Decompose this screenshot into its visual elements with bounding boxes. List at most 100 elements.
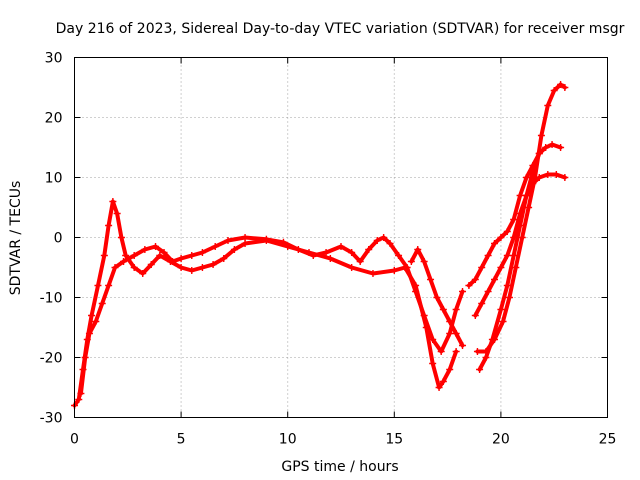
data-point	[198, 264, 206, 271]
tick-layer: 0 5 10 15 20 25 -30 -20 -10 0 10 20 30	[40, 51, 617, 448]
data-layer	[71, 81, 569, 409]
data-point	[561, 84, 569, 91]
data-series	[476, 150, 543, 373]
data-point	[156, 252, 164, 259]
data-point	[510, 252, 518, 259]
data-point	[395, 252, 403, 259]
x-tick-label: 15	[385, 432, 403, 448]
chart-title: Day 216 of 2023, Sidereal Day-to-day VTE…	[56, 21, 625, 37]
data-point	[510, 216, 518, 223]
data-point	[516, 222, 524, 229]
data-point	[188, 252, 196, 259]
data-point	[105, 222, 113, 229]
data-series	[465, 141, 565, 289]
data-point	[497, 306, 505, 313]
data-point	[309, 252, 317, 259]
data-point	[337, 243, 345, 250]
x-tick-label: 25	[599, 432, 617, 448]
data-point	[439, 306, 447, 313]
data-point	[459, 288, 467, 295]
data-point	[294, 246, 302, 253]
data-point	[94, 282, 102, 289]
data-point	[420, 312, 428, 319]
data-point	[169, 258, 177, 265]
series-trace	[475, 82, 567, 354]
grid-layer	[74, 57, 608, 418]
data-point	[471, 312, 479, 319]
data-point	[484, 252, 492, 259]
data-point	[177, 255, 185, 262]
data-point	[100, 252, 108, 259]
data-point	[499, 318, 507, 325]
data-point	[230, 246, 238, 253]
data-point	[429, 336, 437, 343]
data-point	[544, 102, 552, 109]
data-point	[557, 144, 565, 151]
data-point	[471, 276, 479, 283]
data-point	[120, 258, 128, 265]
data-point	[552, 171, 560, 178]
data-point	[503, 252, 511, 259]
data-point	[348, 264, 356, 271]
data-point	[122, 252, 130, 259]
data-point	[220, 255, 228, 262]
series-trace	[78, 235, 465, 396]
data-point	[262, 235, 270, 243]
data-point	[407, 258, 415, 265]
data-point	[512, 264, 520, 271]
data-point	[491, 240, 499, 247]
data-point	[433, 294, 441, 301]
data-point	[326, 255, 334, 262]
data-point	[160, 249, 168, 256]
data-point	[105, 282, 113, 289]
data-point	[390, 267, 398, 274]
data-point	[224, 237, 232, 244]
data-point	[348, 249, 356, 256]
data-point	[446, 330, 454, 337]
data-point	[241, 240, 249, 247]
data-point	[98, 300, 106, 307]
data-point	[75, 396, 83, 403]
data-point	[550, 87, 558, 94]
data-point	[542, 144, 550, 151]
data-point	[459, 342, 467, 349]
data-point	[446, 318, 454, 325]
data-point	[452, 330, 460, 337]
data-point	[497, 264, 505, 271]
data-point	[465, 282, 473, 289]
data-point	[241, 234, 249, 241]
data-point	[386, 240, 394, 247]
data-point	[522, 174, 530, 181]
data-point	[429, 360, 437, 367]
data-point	[152, 243, 160, 250]
data-point	[439, 378, 447, 385]
data-point	[452, 306, 460, 313]
y-tick-label: -20	[40, 351, 63, 367]
data-point	[147, 261, 155, 268]
data-point	[548, 141, 556, 148]
data-point	[505, 294, 513, 301]
y-axis-label: SDTVAR / TECUs	[8, 181, 24, 296]
series-trace	[477, 151, 542, 372]
data-point	[488, 336, 496, 343]
x-tick-label: 0	[70, 432, 79, 448]
data-point	[525, 204, 533, 211]
data-point	[482, 354, 490, 361]
y-tick-label: 30	[45, 51, 63, 67]
y-tick-label: -10	[40, 291, 63, 307]
x-tick-label: 5	[177, 432, 186, 448]
data-point	[188, 267, 196, 274]
data-point	[139, 270, 147, 277]
data-point	[111, 264, 119, 271]
data-point	[529, 168, 537, 175]
data-point	[130, 264, 138, 271]
data-point	[177, 264, 185, 271]
data-point	[427, 276, 435, 283]
data-point	[85, 330, 93, 337]
data-point	[88, 312, 96, 319]
data-point	[117, 234, 125, 241]
data-point	[209, 261, 217, 268]
data-point	[365, 246, 373, 253]
data-point	[279, 238, 287, 246]
